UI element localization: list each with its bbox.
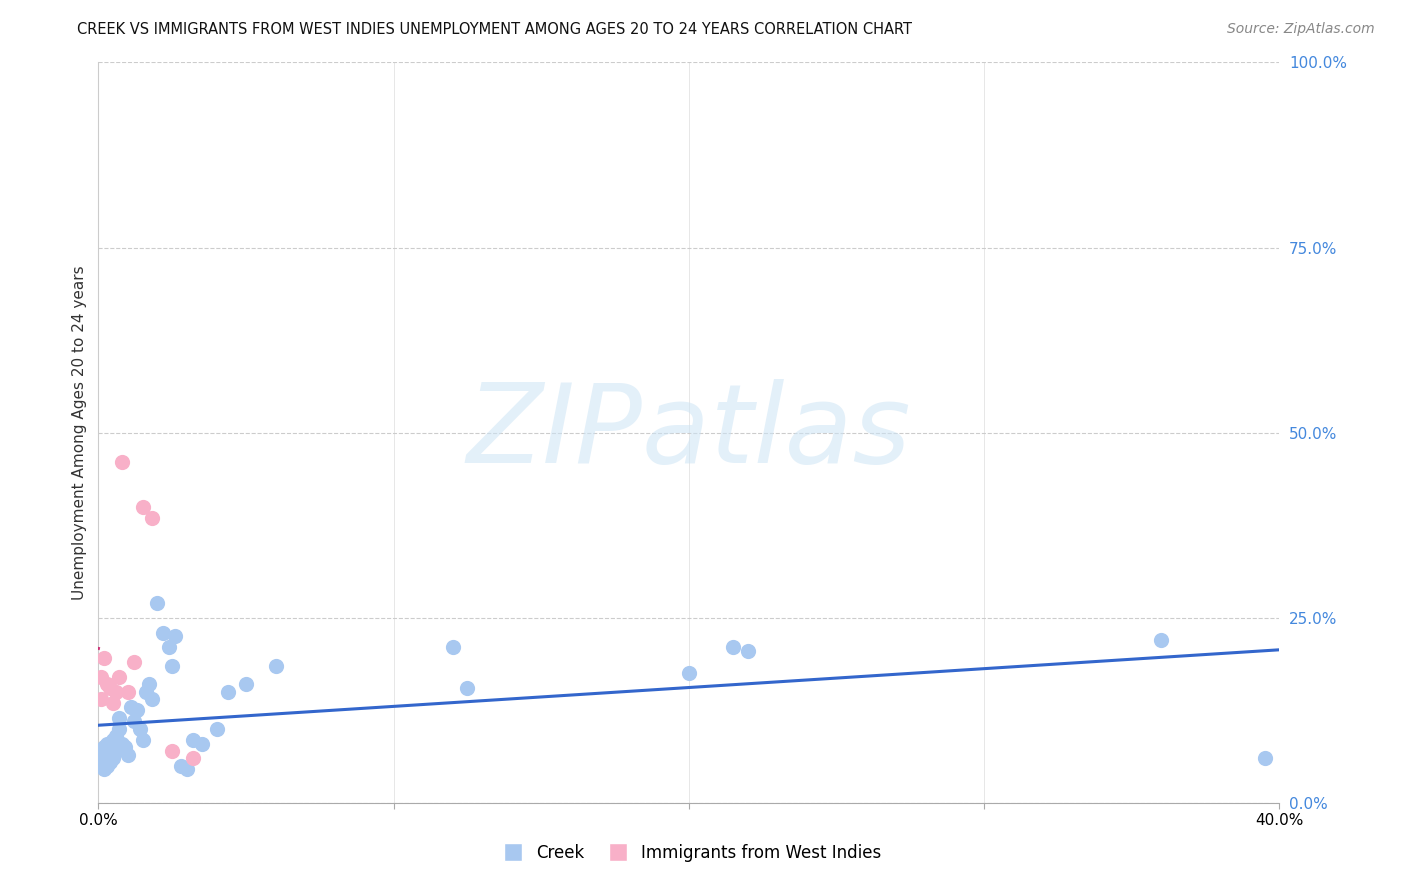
Point — [103, 751, 125, 765]
Point — [723, 640, 745, 655]
Point — [165, 629, 187, 643]
Point — [93, 740, 115, 755]
Point — [170, 758, 193, 772]
Point — [678, 666, 700, 681]
Point — [108, 670, 131, 684]
Point — [132, 732, 155, 747]
Point — [111, 455, 134, 469]
Point — [157, 640, 180, 655]
Point — [117, 685, 139, 699]
Point — [96, 737, 118, 751]
Text: CREEK VS IMMIGRANTS FROM WEST INDIES UNEMPLOYMENT AMONG AGES 20 TO 24 YEARS CORR: CREEK VS IMMIGRANTS FROM WEST INDIES UNE… — [77, 22, 912, 37]
Point — [98, 681, 121, 695]
Point — [90, 692, 112, 706]
Point — [128, 722, 150, 736]
Point — [114, 740, 136, 755]
Point — [98, 747, 121, 762]
Point — [191, 737, 214, 751]
Point — [103, 740, 125, 755]
Point — [217, 685, 239, 699]
Point — [98, 755, 121, 769]
Point — [90, 755, 112, 769]
Point — [120, 699, 142, 714]
Point — [122, 714, 145, 729]
Point — [141, 510, 163, 524]
Point — [93, 763, 115, 777]
Point — [235, 677, 257, 691]
Point — [141, 692, 163, 706]
Point — [103, 732, 125, 747]
Point — [117, 747, 139, 762]
Point — [105, 729, 128, 743]
Point — [98, 737, 121, 751]
Point — [96, 677, 118, 691]
Point — [138, 677, 160, 691]
Point — [264, 658, 287, 673]
Point — [162, 658, 183, 673]
Point — [135, 685, 157, 699]
Text: Source: ZipAtlas.com: Source: ZipAtlas.com — [1227, 22, 1375, 37]
Point — [1150, 632, 1173, 647]
Point — [205, 722, 228, 736]
Point — [176, 763, 198, 777]
Point — [90, 747, 112, 762]
Point — [93, 751, 115, 765]
Point — [111, 737, 134, 751]
Point — [457, 681, 479, 695]
Point — [181, 751, 204, 765]
Point — [146, 596, 169, 610]
Point — [1254, 751, 1277, 765]
Point — [162, 744, 183, 758]
Point — [105, 744, 128, 758]
Point — [108, 711, 131, 725]
Point — [125, 703, 148, 717]
Point — [132, 500, 155, 514]
Point — [96, 751, 118, 765]
Y-axis label: Unemployment Among Ages 20 to 24 years: Unemployment Among Ages 20 to 24 years — [72, 265, 87, 600]
Point — [103, 696, 125, 710]
Point — [152, 625, 174, 640]
Point — [108, 722, 131, 736]
Point — [122, 655, 145, 669]
Point — [181, 732, 204, 747]
Point — [96, 758, 118, 772]
Point — [90, 670, 112, 684]
Point — [737, 644, 759, 658]
Point — [93, 651, 115, 665]
Point — [441, 640, 464, 655]
Point — [105, 685, 128, 699]
Text: ZIPatlas: ZIPatlas — [467, 379, 911, 486]
Legend: Creek, Immigrants from West Indies: Creek, Immigrants from West Indies — [489, 838, 889, 869]
